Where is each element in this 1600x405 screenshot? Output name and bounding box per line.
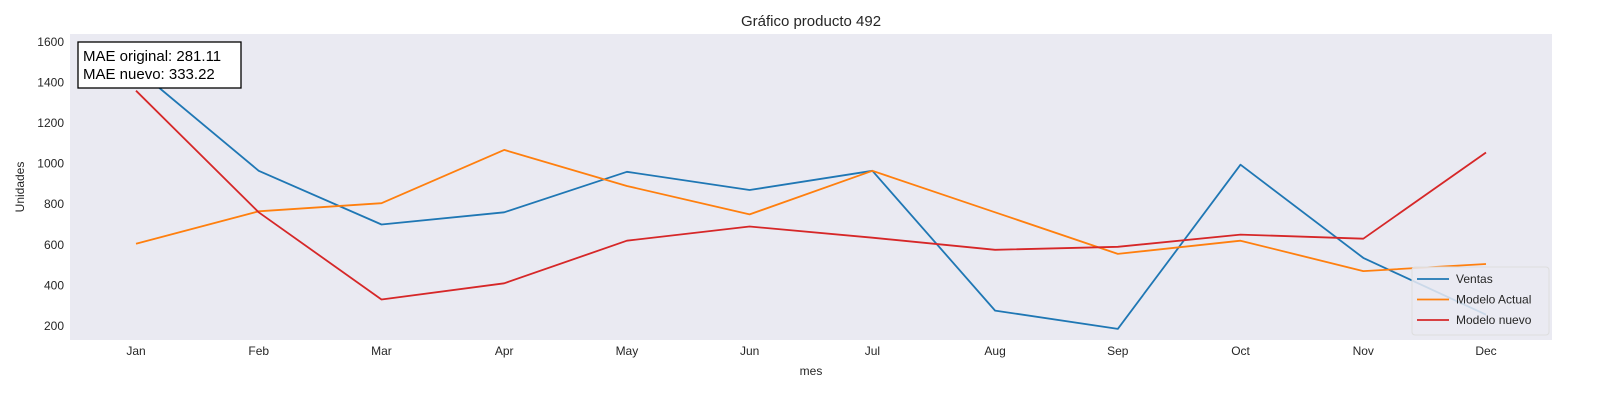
legend-label: Modelo Actual bbox=[1456, 293, 1531, 307]
mae-annotation: MAE original: 281.11 MAE nuevo: 333.22 bbox=[77, 41, 242, 89]
y-tick-label: 1200 bbox=[37, 116, 64, 130]
y-tick-label: 400 bbox=[44, 278, 64, 292]
legend-label: Modelo nuevo bbox=[1456, 313, 1532, 327]
legend-box bbox=[1411, 266, 1550, 336]
series-lines bbox=[135, 67, 1487, 330]
series-line-modelo-nuevo bbox=[135, 90, 1487, 301]
y-axis-label: Unidades bbox=[13, 162, 27, 213]
x-tick-label: May bbox=[616, 344, 639, 358]
x-tick-label: Jan bbox=[126, 344, 145, 358]
x-tick-label: Mar bbox=[371, 344, 392, 358]
y-tick-label: 600 bbox=[44, 238, 64, 252]
legend-label: Ventas bbox=[1456, 272, 1493, 286]
y-axis-ticks: 200 400 600 800 1000 1200 1400 1600 bbox=[37, 35, 64, 333]
x-tick-label: Aug bbox=[984, 344, 1005, 358]
x-tick-label: Jun bbox=[740, 344, 759, 358]
y-tick-label: 1000 bbox=[37, 157, 64, 171]
series-line-ventas bbox=[135, 67, 1487, 330]
x-tick-label: Apr bbox=[495, 344, 514, 358]
plot-area bbox=[70, 34, 1552, 340]
x-tick-label: Jul bbox=[865, 344, 880, 358]
y-tick-label: 1400 bbox=[37, 76, 64, 90]
mae-annotation-box bbox=[77, 41, 242, 89]
series-line-modelo-actual bbox=[135, 148, 1487, 273]
x-axis-ticks: Jan Feb Mar Apr May Jun Jul Aug Sep Oct Nov Dec bbox=[126, 344, 1496, 358]
y-tick-label: 800 bbox=[44, 197, 64, 211]
mae-original-text: MAE original: 281.11 bbox=[83, 48, 221, 65]
x-tick-label: Oct bbox=[1231, 344, 1250, 358]
legend: Ventas Modelo Actual Modelo nuevo bbox=[1411, 266, 1550, 336]
mae-new-text: MAE nuevo: 333.22 bbox=[83, 66, 215, 83]
x-tick-label: Dec bbox=[1475, 344, 1496, 358]
chart-title: Gráfico producto 492 bbox=[741, 13, 881, 30]
x-tick-label: Sep bbox=[1107, 344, 1129, 358]
y-tick-label: 1600 bbox=[37, 35, 64, 49]
x-tick-label: Nov bbox=[1353, 344, 1374, 358]
x-axis-label: mes bbox=[800, 364, 823, 378]
y-tick-label: 200 bbox=[44, 319, 64, 333]
x-tick-label: Feb bbox=[248, 344, 269, 358]
